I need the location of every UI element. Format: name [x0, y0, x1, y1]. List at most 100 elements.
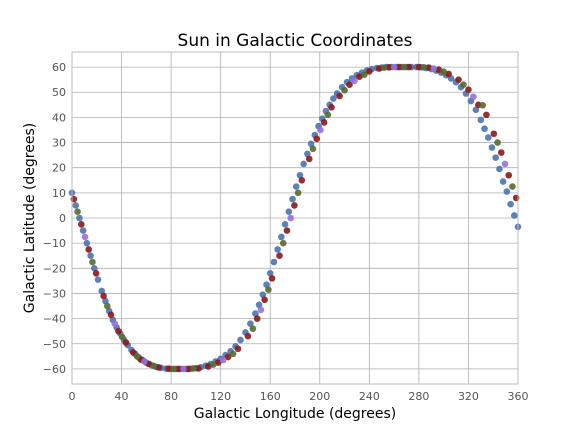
y-tick-label: 40	[52, 111, 66, 124]
y-axis-label: Galactic Latitude (degrees)	[22, 123, 38, 313]
series-4	[81, 63, 509, 373]
data-point	[81, 233, 89, 241]
data-point	[259, 291, 267, 299]
data-point	[375, 65, 383, 72]
data-point	[505, 171, 513, 179]
data-point	[118, 333, 126, 341]
data-point	[190, 365, 197, 372]
data-point	[494, 139, 501, 146]
data-point	[195, 365, 202, 372]
data-point	[281, 220, 289, 228]
data-point	[276, 252, 283, 260]
data-point	[180, 365, 187, 373]
data-point	[445, 70, 452, 78]
data-point	[263, 281, 270, 288]
data-point	[175, 365, 182, 373]
x-axis-ticks: 0 40 80 120 160 200 240 280 320 360	[69, 390, 529, 403]
data-point	[385, 64, 393, 71]
x-tick-label: 360	[508, 390, 529, 403]
data-point	[237, 336, 244, 344]
data-point	[490, 130, 498, 138]
data-point	[300, 160, 307, 168]
data-point	[294, 189, 302, 197]
x-tick-label: 120	[210, 390, 231, 403]
data-point	[98, 287, 106, 295]
data-point	[234, 345, 242, 353]
data-point	[209, 361, 217, 368]
y-tick-label: −20	[43, 262, 66, 275]
data-point	[455, 76, 462, 83]
data-point	[415, 63, 423, 71]
data-point	[91, 265, 98, 272]
data-point	[270, 258, 278, 266]
data-point	[141, 358, 148, 365]
data-point	[253, 315, 261, 322]
x-tick-label: 0	[69, 390, 76, 403]
data-point	[292, 183, 300, 190]
data-point	[472, 106, 480, 114]
data-point	[380, 64, 388, 71]
data-point	[507, 200, 514, 208]
data-point	[107, 311, 115, 319]
data-point	[501, 160, 509, 168]
data-point	[440, 68, 447, 75]
x-tick-label: 80	[164, 390, 178, 403]
series-3	[74, 63, 516, 373]
data-point	[400, 63, 408, 71]
x-tick-label: 200	[309, 390, 330, 403]
data-point	[150, 362, 158, 370]
data-point	[261, 296, 268, 304]
data-point	[405, 63, 413, 71]
data-point	[92, 270, 100, 277]
data-point	[484, 134, 492, 141]
data-point	[87, 252, 94, 260]
data-point	[279, 239, 287, 247]
data-point	[289, 195, 296, 203]
data-point	[425, 64, 433, 71]
data-point	[510, 212, 518, 219]
data-point	[435, 66, 443, 73]
data-point	[278, 233, 285, 241]
data-point	[341, 86, 348, 94]
x-tick-label: 160	[260, 390, 281, 403]
data-point	[265, 286, 272, 293]
data-point	[244, 332, 252, 340]
data-point	[356, 73, 363, 80]
plot-frame	[71, 51, 519, 385]
data-point	[298, 176, 306, 184]
data-point	[305, 155, 313, 163]
data-point	[304, 150, 311, 158]
y-axis-ticks: −60 −50 −40 −30 −20 −10 0 10 20 30 40 50 60	[43, 61, 66, 376]
x-tick-label: 280	[408, 390, 429, 403]
data-point	[503, 188, 511, 195]
data-point	[85, 246, 93, 253]
data-point	[336, 92, 343, 100]
data-point	[72, 202, 80, 209]
data-point	[481, 125, 488, 133]
y-tick-label: −60	[43, 363, 66, 376]
data-point	[317, 126, 324, 134]
data-point	[77, 220, 85, 228]
data-point	[296, 171, 304, 179]
data-point	[395, 63, 403, 71]
data-points	[68, 63, 522, 373]
data-point	[320, 119, 328, 126]
data-point	[165, 365, 172, 372]
y-tick-label: −40	[43, 313, 66, 326]
data-point	[460, 81, 467, 88]
data-point	[309, 145, 317, 153]
y-tick-label: 20	[52, 162, 66, 175]
data-point	[111, 320, 119, 327]
data-point	[255, 301, 263, 309]
y-tick-label: 30	[52, 137, 66, 150]
data-point	[477, 116, 485, 124]
data-point	[219, 356, 227, 364]
data-point	[324, 111, 332, 119]
x-tick-label: 240	[359, 390, 380, 403]
data-point	[266, 270, 274, 277]
data-point	[214, 359, 222, 366]
data-point	[115, 327, 122, 335]
data-point	[330, 95, 337, 102]
data-point	[100, 292, 107, 300]
data-point	[185, 365, 192, 373]
